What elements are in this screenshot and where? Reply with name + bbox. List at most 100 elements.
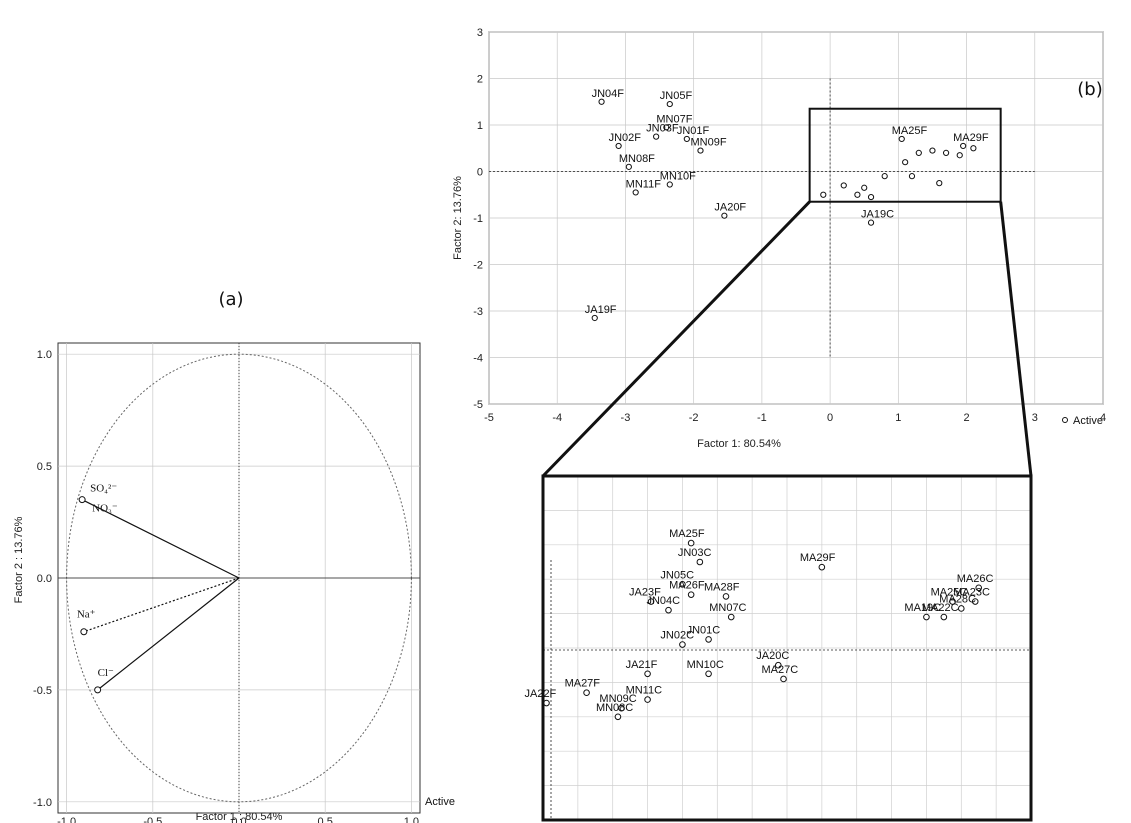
- loading-point: [78, 496, 86, 504]
- data-point: [898, 135, 905, 143]
- data-point: [618, 704, 625, 712]
- data-point: [971, 598, 979, 605]
- panel-b-zero-axes: [489, 78, 1035, 358]
- zoom-rectangle: [808, 107, 1002, 203]
- x-tick-label: -1.0: [57, 816, 76, 823]
- panel-a-grid: [58, 343, 420, 813]
- data-point: [679, 641, 686, 648]
- point-label: JA23F: [629, 587, 661, 599]
- zoom-connector-right: [999, 201, 1033, 477]
- data-point: [915, 149, 922, 156]
- y-tick-label: -1.0: [33, 797, 52, 809]
- data-point: [705, 670, 712, 678]
- y-tick-label: -2: [473, 260, 483, 272]
- point-label: MN09C: [599, 693, 636, 705]
- x-tick-label: -4: [552, 412, 562, 424]
- data-point: [683, 135, 690, 143]
- inset-frame: [541, 474, 1033, 822]
- loading-point: [94, 686, 102, 694]
- data-point: [687, 539, 695, 547]
- point-label: JN04C: [646, 595, 680, 607]
- point-label: JN01F: [677, 125, 710, 137]
- data-point: [666, 100, 673, 108]
- point-label: MA29F: [800, 552, 836, 564]
- inset-zero-axes: [543, 560, 1031, 820]
- variable-label: NO₃⁻: [92, 503, 118, 515]
- point-label: JN03C: [678, 547, 712, 559]
- point-label: MN08F: [619, 153, 655, 165]
- data-point: [705, 636, 712, 643]
- point-label: JN02C: [660, 630, 694, 642]
- data-point: [975, 584, 983, 592]
- y-tick-label: 0: [477, 167, 483, 179]
- point-label: JA20F: [714, 202, 746, 214]
- x-tick-label: 2: [963, 412, 969, 424]
- variable-label: SO₄²⁻: [90, 483, 117, 495]
- point-label: MN10F: [660, 171, 696, 183]
- point-label: MA26C: [957, 573, 994, 585]
- data-point: [644, 670, 651, 678]
- point-label: MA25C: [931, 587, 968, 599]
- data-point: [697, 147, 704, 154]
- x-tick-label: -3: [621, 412, 631, 424]
- data-point: [598, 98, 605, 105]
- data-point: [970, 145, 977, 152]
- point-label: MA22C: [922, 602, 959, 614]
- y-tick-label: -5: [473, 399, 483, 411]
- y-tick-label: 0.0: [37, 573, 52, 585]
- data-point: [653, 133, 660, 140]
- panel-b-zoom-box: [541, 107, 1033, 478]
- data-point: [936, 180, 943, 187]
- point-label: MA27C: [762, 664, 799, 676]
- data-point: [543, 699, 550, 707]
- point-label: MA27F: [565, 678, 601, 690]
- y-tick-label: 1.0: [37, 349, 52, 361]
- data-point: [647, 598, 655, 605]
- x-tick-label: -5: [484, 412, 494, 424]
- data-point: [615, 142, 622, 150]
- loading-vector: [81, 499, 240, 579]
- point-label: JN03F: [646, 123, 679, 135]
- panel-b-legend: Active: [1062, 415, 1103, 427]
- data-point: [679, 581, 686, 588]
- panel-a-vectors: SO₄²⁻ NO₃⁻ Na⁺ Cl⁻: [77, 483, 240, 694]
- y-tick-label: 1: [477, 120, 483, 132]
- point-label: JA21F: [626, 659, 658, 671]
- data-point: [614, 713, 622, 721]
- point-label: MN10C: [687, 659, 724, 671]
- data-point: [940, 613, 948, 621]
- data-point: [818, 563, 826, 571]
- point-label: MA28C: [939, 593, 976, 605]
- panel-a-x-axis-label: Factor 1 : 80.54%: [196, 811, 283, 823]
- point-label: MN11F: [626, 178, 662, 190]
- legend-marker: [1062, 417, 1068, 423]
- panel-b-ticks: -5 -4 -3 -2 -1 0 1 2 3 4 3 2 1 0 -1 -2 -3 -4 -5: [473, 27, 1106, 424]
- point-label: MA23C: [953, 587, 990, 599]
- panel-a-ticks: -1.0 -0.5 0.0 0.5 1.0 1.0 0.5 0.0 -0.5 -1.0: [33, 349, 419, 823]
- point-label: JN01C: [687, 624, 721, 636]
- data-point: [727, 613, 735, 621]
- data-point: [902, 159, 909, 166]
- x-tick-label: -1: [757, 412, 767, 424]
- y-tick-label: -3: [473, 306, 483, 318]
- panel-b-label: (b): [1077, 79, 1102, 100]
- variable-label: Cl⁻: [98, 667, 114, 679]
- point-label: MA28F: [704, 581, 740, 593]
- point-label: JN02F: [609, 132, 642, 144]
- x-tick-label: 0.5: [318, 816, 333, 823]
- y-tick-label: 0.5: [37, 461, 52, 473]
- inset-grid: [543, 476, 1031, 820]
- data-point: [923, 613, 930, 621]
- data-point: [687, 591, 695, 598]
- data-point: [942, 149, 950, 156]
- point-label: MA26F: [669, 580, 705, 592]
- panel-b-y-axis-label: Factor 2: 13.76%: [452, 176, 464, 260]
- loading-vector: [83, 577, 240, 633]
- x-tick-label: 0: [827, 412, 833, 424]
- panel-a: (a) -1.0 -0.5 0.0 0.5 1.0 1.0 0.5 0.0 -0.5 -1.0 S…: [13, 289, 455, 823]
- point-label: MN09F: [690, 137, 726, 149]
- point-label: MA29F: [953, 132, 989, 144]
- loading-vector: [97, 577, 240, 691]
- data-point: [722, 593, 730, 600]
